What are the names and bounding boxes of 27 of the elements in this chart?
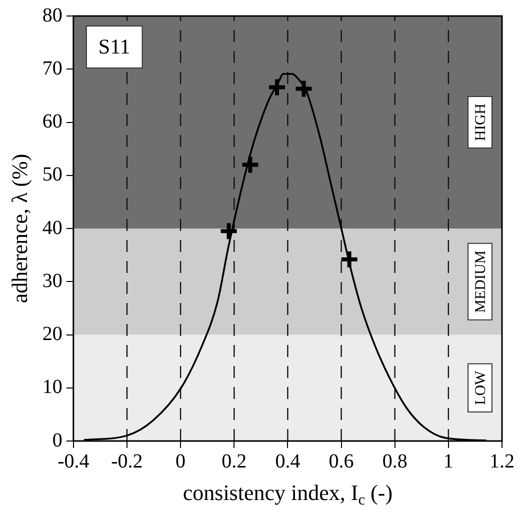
- y-tick-label: 40: [42, 216, 62, 239]
- band-label: MEDIUM: [472, 250, 489, 313]
- x-tick-label: 1.2: [490, 450, 514, 472]
- x-tick-label: 0.4: [275, 450, 300, 472]
- band-label: HIGH: [472, 103, 489, 141]
- point: [294, 78, 314, 99]
- point: [339, 249, 360, 270]
- x-tick-label: 0: [176, 450, 186, 472]
- x-tick-label: -0.2: [111, 450, 143, 472]
- y-axis-title: adherence, λ (%): [6, 154, 32, 304]
- x-tick-label: -0.4: [58, 450, 90, 472]
- point: [240, 154, 260, 175]
- point: [218, 221, 239, 242]
- band-label: LOW: [472, 370, 489, 405]
- y-tick-label: 30: [42, 270, 62, 292]
- y-tick-label: 0: [52, 429, 62, 452]
- x-tick-label: 1: [443, 450, 454, 472]
- y-tick-label: 60: [42, 110, 62, 132]
- x-tick-label: 0.8: [382, 450, 408, 472]
- y-tick-label: 70: [42, 57, 62, 80]
- y-tick-label: 50: [42, 164, 62, 186]
- x-tick-label: 0.2: [222, 450, 247, 472]
- y-tick-label: 20: [42, 323, 62, 345]
- annotation: S11: [98, 34, 130, 59]
- y-tick-label: 10: [42, 376, 62, 398]
- y-tick-label: 80: [42, 4, 62, 26]
- x-tick-label: 0.6: [328, 450, 354, 472]
